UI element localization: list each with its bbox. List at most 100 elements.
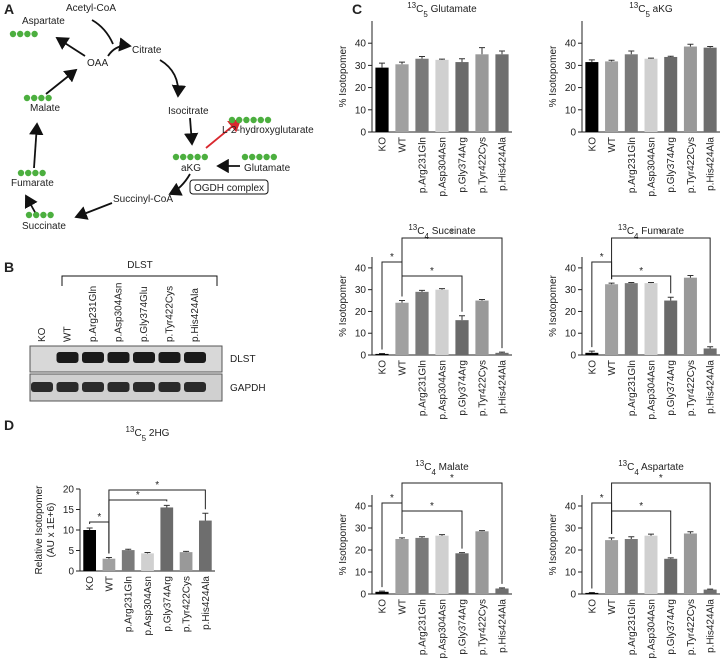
bar: [435, 289, 449, 355]
y-tick-label: 40: [355, 502, 367, 513]
y-tick-label: 20: [565, 83, 577, 94]
error-bar: [628, 281, 635, 284]
error-bar: [202, 512, 209, 521]
x-tick-label: p.Asp304Asn: [647, 360, 658, 420]
significance-label: *: [430, 501, 434, 512]
x-tick-label: p.Arg231Gln: [627, 137, 638, 193]
significance-label: *: [639, 501, 643, 512]
error-bar: [379, 590, 385, 592]
x-tick-label: p.Gly374Arg: [458, 137, 469, 193]
y-tick-label: 0: [570, 590, 576, 601]
x-tick-label: WT: [607, 137, 618, 153]
error-bar: [163, 504, 170, 508]
x-tick-label: p.Arg231Gln: [418, 137, 429, 193]
bar: [475, 300, 489, 355]
panel-letter: B: [4, 259, 14, 275]
y-tick-label: 40: [565, 502, 577, 513]
error-bar: [419, 289, 425, 292]
x-tick-label: p.Asp304Asn: [438, 137, 449, 197]
title-mass: 13: [618, 459, 627, 468]
band: [56, 352, 79, 363]
bar: [375, 67, 389, 132]
error-bar: [608, 282, 615, 285]
chart-title: 13C4 Succinate: [408, 223, 476, 241]
x-tick-label: p.Gly374Arg: [666, 599, 677, 655]
error-bar: [86, 527, 93, 530]
significance-bracket: [401, 275, 463, 312]
bar: [160, 507, 174, 571]
error-bar: [608, 537, 615, 541]
x-tick-label: KO: [587, 360, 598, 375]
node-label: L-2-hydroxyglutarate: [222, 125, 314, 136]
band: [184, 382, 206, 392]
arrow: [205, 118, 242, 149]
error-bar: [648, 281, 654, 284]
bar: [395, 539, 409, 594]
x-tick-label: KO: [587, 137, 598, 152]
bar: [624, 283, 638, 355]
carbon-dot: [250, 116, 257, 124]
significance-bracket: [401, 510, 463, 549]
y-tick-label: 10: [355, 105, 367, 116]
y-tick-label: 20: [63, 485, 75, 496]
title-name: aKG: [650, 4, 673, 15]
error-bar: [439, 534, 445, 536]
carbon-dot: [249, 153, 256, 161]
bar: [664, 56, 678, 132]
title-element: C: [424, 462, 431, 473]
bar: [395, 64, 409, 132]
error-bar: [499, 587, 505, 589]
carbon-dot: [201, 153, 208, 161]
band: [158, 382, 181, 392]
panel-letter: C: [352, 1, 362, 17]
error-bar: [459, 552, 465, 554]
x-tick-label: p.Gly374Arg: [458, 360, 469, 416]
y-tick-label: 30: [355, 61, 367, 72]
x-tick-label: p.Gly374Arg: [162, 576, 173, 632]
arrow: [55, 37, 86, 57]
bar: [415, 291, 429, 355]
lane-label: p.Gly374Glu: [139, 286, 150, 342]
bar: [703, 589, 717, 594]
y-tick-label: 40: [355, 263, 367, 274]
x-tick-label: p.Arg231Gln: [627, 599, 638, 655]
y-tick-label: 0: [360, 351, 366, 362]
bar: [375, 353, 389, 355]
carbon-dot: [187, 153, 194, 161]
significance-bracket: [611, 482, 711, 586]
error-bar: [479, 47, 485, 55]
title-element: C: [134, 428, 141, 439]
node-label: Fumarate: [11, 178, 54, 189]
group-label: DLST: [127, 260, 153, 271]
carbon-dot: [24, 30, 31, 38]
arrow: [24, 194, 38, 215]
significance-label: *: [390, 252, 394, 263]
error-bar: [399, 61, 405, 65]
error-bar: [459, 58, 465, 63]
y-tick-label: 30: [565, 285, 577, 296]
node-label: OAA: [87, 58, 108, 69]
panel-letter: A: [4, 1, 14, 17]
x-tick-label: p.Asp304Asn: [438, 360, 449, 420]
bar: [179, 552, 193, 571]
carbon-dot: [31, 30, 38, 38]
error-bar: [628, 50, 635, 55]
y-tick-label: 10: [355, 568, 367, 579]
y-tick-label: 30: [355, 285, 367, 296]
y-tick-label: 0: [68, 567, 74, 578]
arrow: [45, 68, 78, 95]
error-bar: [707, 346, 714, 349]
y-tick-label: 0: [360, 590, 366, 601]
y-tick-label: 20: [565, 307, 577, 318]
node-label: Citrate: [132, 45, 162, 56]
bar: [455, 62, 469, 132]
error-bar: [499, 50, 505, 55]
significance-label: *: [600, 252, 604, 263]
chart-title: 13C4 Fumarate: [618, 223, 685, 241]
bar: [435, 535, 449, 594]
carbon-dot: [236, 116, 243, 124]
band: [107, 352, 130, 363]
arrow: [168, 173, 191, 196]
error-bar: [399, 537, 405, 539]
